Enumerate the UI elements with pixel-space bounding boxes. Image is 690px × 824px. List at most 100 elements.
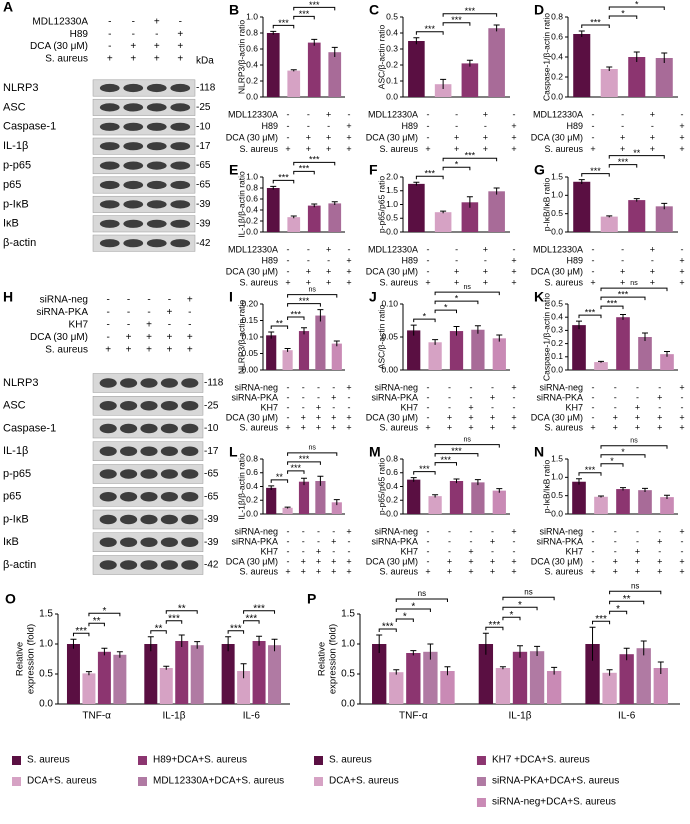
bar [82,673,96,704]
protein-label: ASC [3,101,26,113]
blot-band [123,103,144,112]
condition-sign: + [126,332,132,343]
condition-sign: - [491,546,494,556]
condition-label: siRNA-neg [374,526,418,536]
condition-sign: - [592,109,595,119]
condition-sign: + [187,345,193,356]
condition-sign: - [168,320,171,331]
condition-sign: - [592,266,595,276]
y-axis-title: p-IκB/IκB ratio [541,178,551,232]
y-tick-label: 0.4 [246,59,258,69]
condition-sign: + [454,144,459,154]
bar [159,668,173,704]
condition-sign: - [455,121,458,131]
blot-band [160,537,178,547]
bar [266,188,280,232]
blot-band [120,492,138,502]
y-tick-label: 0.00 [241,364,258,374]
y-tick-label: 0.6 [246,193,258,203]
condition-sign: + [316,566,321,576]
condition-sign: - [287,526,290,536]
error-bar [496,488,503,493]
panel-letter: D [534,2,544,18]
y-tick-label: 1.0 [551,472,563,482]
condition-sign: - [614,392,617,402]
bar [298,331,310,370]
kda-label: -65 [196,180,211,191]
condition-sign: + [635,422,640,432]
condition-label: MDL12330A [533,109,583,119]
condition-sign: - [127,320,130,331]
condition-sign: - [332,402,335,412]
condition-sign: + [468,546,473,556]
condition-sign: - [427,266,430,276]
condition-sign: + [346,422,351,432]
blot-band [123,83,144,93]
protein-label: p-p65 [3,468,31,480]
condition-sign: - [470,536,473,546]
condition-sign: - [427,255,430,265]
significance-label: *** [245,613,257,624]
y-tick-label: 0.4 [386,481,398,491]
bar [594,362,608,370]
condition-sign: - [614,546,617,556]
condition-sign: - [348,536,351,546]
condition-sign: - [287,392,290,402]
error-bar [440,210,447,214]
bar [585,644,600,704]
significance-bracket [287,452,338,456]
bar [461,63,479,97]
error-bar [661,52,668,63]
condition-sign: + [326,109,331,119]
condition-label: S. aureus [379,277,418,287]
condition-label: siRNA-PKA [536,392,583,402]
bar [495,668,511,704]
condition-sign: - [651,121,654,131]
kda-label: -10 [196,121,211,132]
x-tick-label: IL-6 [243,711,261,722]
blot-band [170,180,191,190]
condition-label: KH7 [260,546,278,556]
condition-sign: + [635,402,640,412]
condition-sign: - [287,536,290,546]
significance-bracket [442,22,471,26]
blot-band [123,239,144,248]
condition-sign: + [620,144,625,154]
blot-band [99,469,117,479]
condition-sign: - [427,244,430,254]
y-tick-label: 0.6 [246,43,258,53]
condition-sign: + [679,412,684,422]
x-tick-label: IL-1β [509,711,532,722]
condition-sign: - [484,121,487,131]
bar [440,671,455,704]
condition-sign: + [454,266,459,276]
significance-bracket [442,166,471,171]
condition-sign: - [348,109,351,119]
significance-bracket [434,291,500,296]
condition-sign: - [287,402,290,412]
blot-band [140,423,158,434]
condition-sign: - [307,121,310,131]
bar [287,217,301,232]
condition-sign: - [636,526,639,536]
condition-label: S. aureus [379,144,418,154]
y-tick-label: 0.20 [241,298,258,308]
condition-sign: + [590,566,595,576]
condition-sign: + [650,109,655,119]
condition-sign: - [147,295,150,306]
blot-band [120,446,138,456]
significance-label: *** [618,157,629,167]
significance-bracket [243,620,260,624]
blot-band [140,492,158,502]
significance-bracket [578,472,602,476]
y-tick-label: 0.0 [551,364,563,374]
bar [638,490,652,514]
error-bar [317,475,324,486]
panel-letter: N [534,444,544,460]
significance-label: * [423,311,427,321]
condition-sign: + [326,244,331,254]
significance-bracket [434,309,457,314]
condition-sign: - [448,546,451,556]
condition-label: siRNA-neg [539,382,583,392]
condition-sign: + [306,277,311,287]
